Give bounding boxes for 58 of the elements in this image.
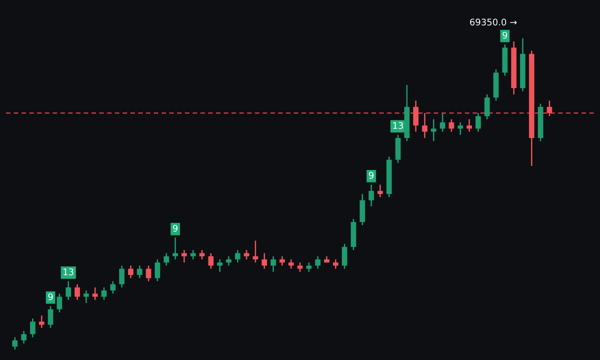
candlestick (74, 284, 80, 300)
candlestick (368, 184, 374, 208)
candlestick (182, 249, 187, 264)
candlestick (430, 118, 436, 142)
candlestick (244, 249, 250, 260)
annotation: 9 (172, 224, 178, 232)
candlestick (315, 256, 320, 270)
candlestick (30, 318, 36, 338)
candlestick (21, 330, 26, 344)
candlestick (306, 262, 312, 272)
text: 69350.0 → (470, 18, 517, 26)
candlestick (297, 262, 303, 272)
candlestick (217, 258, 222, 272)
candlestick (199, 249, 205, 260)
candlestick (395, 134, 401, 164)
candlestick (360, 193, 366, 226)
candlestick (252, 240, 258, 264)
candlestick (280, 256, 285, 266)
candlestick (38, 314, 44, 329)
candlestick (270, 256, 276, 272)
candlestick (476, 112, 481, 132)
candlestick (190, 249, 196, 260)
candlestick (440, 112, 446, 132)
candlestick (342, 243, 348, 270)
candlestick (84, 290, 89, 304)
candlestick (378, 184, 383, 198)
candlestick (110, 280, 116, 294)
candlestick (234, 249, 240, 264)
candlestick (546, 100, 552, 117)
candlestick (136, 264, 142, 279)
candlestick (128, 264, 134, 279)
candlestick (154, 258, 160, 282)
candlestick (56, 293, 62, 313)
candlestick (172, 236, 178, 260)
candlestick (66, 280, 72, 300)
candlestick (12, 336, 18, 350)
candlestick (466, 118, 472, 132)
annotation: 13 (393, 122, 404, 129)
candlestick (288, 258, 294, 270)
candlestick (208, 252, 214, 270)
candlestick (226, 256, 232, 266)
candlestick (458, 122, 464, 136)
annotation: 9 (48, 293, 53, 300)
candlestick (413, 100, 418, 132)
candlestick (48, 305, 54, 329)
candlestick (448, 118, 454, 132)
candlestick (164, 252, 170, 266)
candlestick (146, 264, 152, 282)
candlestick (262, 252, 268, 270)
candlestick (119, 264, 124, 288)
candlestick (484, 94, 490, 120)
candlestick (422, 112, 428, 139)
candlestick (332, 258, 338, 270)
candlestick (92, 286, 98, 300)
annotation: 9 (368, 172, 374, 179)
candlestick (101, 286, 107, 300)
annotation: 9 (502, 32, 508, 39)
annotation: 13 (64, 268, 74, 276)
